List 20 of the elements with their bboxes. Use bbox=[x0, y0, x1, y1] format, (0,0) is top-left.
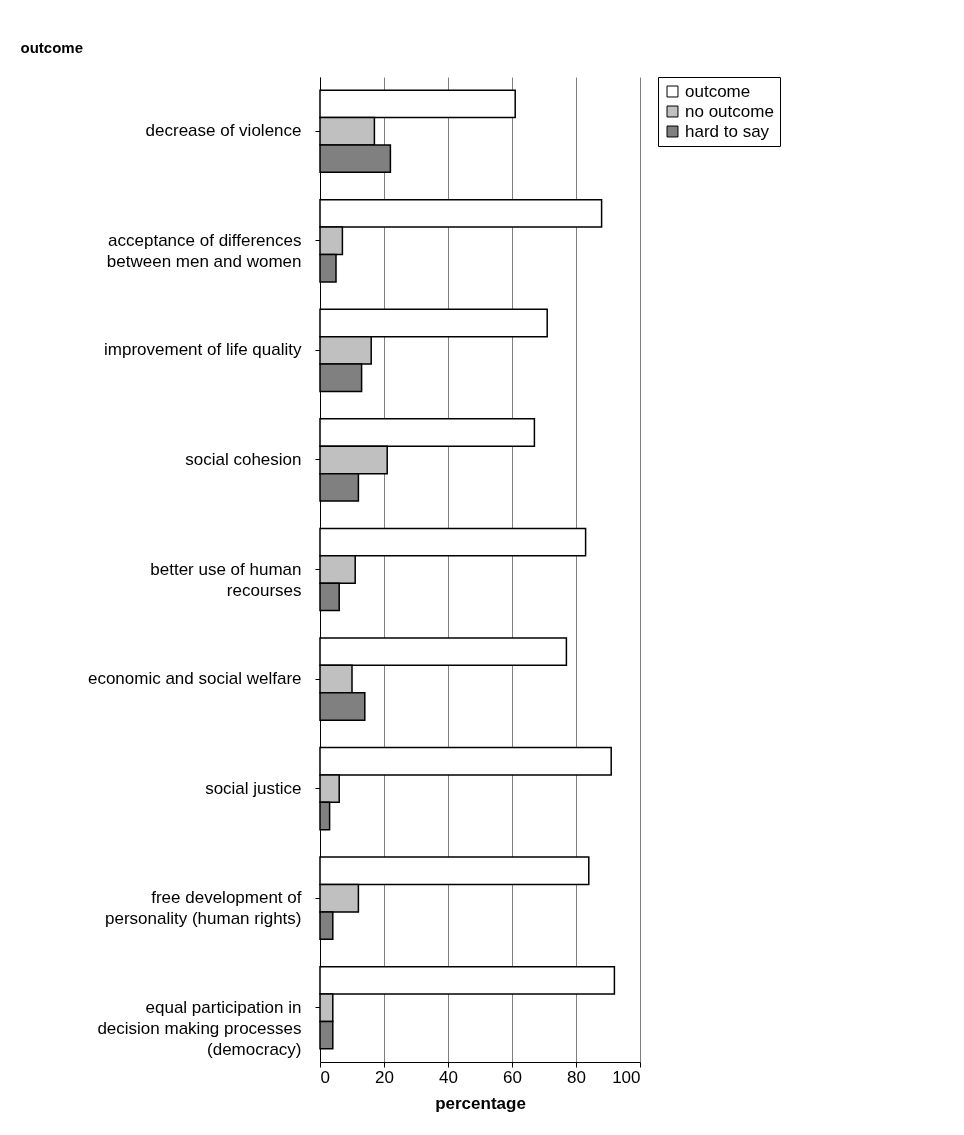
y-tick-label: acceptance of differences between men and women bbox=[106, 230, 302, 271]
y-tick-label: better use of human recourses bbox=[150, 559, 302, 600]
legend-label: hard to say bbox=[685, 121, 770, 141]
y-tick-label: equal participation in decision making processes (democracy) bbox=[97, 997, 302, 1059]
legend-label: outcome bbox=[685, 81, 751, 101]
x-axis-title: percentage bbox=[435, 1093, 526, 1113]
x-tick-label: 40 bbox=[439, 1067, 458, 1087]
y-tick-label: free development of personality (human rights) bbox=[104, 888, 302, 929]
x-tick-label: 0 bbox=[320, 1067, 330, 1087]
y-tick-label: social justice bbox=[205, 778, 302, 798]
legend-label: no outcome bbox=[685, 101, 774, 121]
x-tick-label: 100 bbox=[612, 1067, 641, 1087]
x-tick-label: 80 bbox=[567, 1067, 586, 1087]
y-tick-label: economic and social welfare bbox=[87, 669, 302, 689]
x-tick-label: 60 bbox=[503, 1067, 522, 1087]
y-axis-title: outcome bbox=[20, 38, 84, 56]
y-tick-label: social cohesion bbox=[185, 449, 302, 469]
y-tick-label: improvement of life quality bbox=[104, 340, 302, 360]
y-tick-label: decrease of violence bbox=[145, 121, 302, 141]
x-tick-label: 20 bbox=[375, 1067, 394, 1087]
